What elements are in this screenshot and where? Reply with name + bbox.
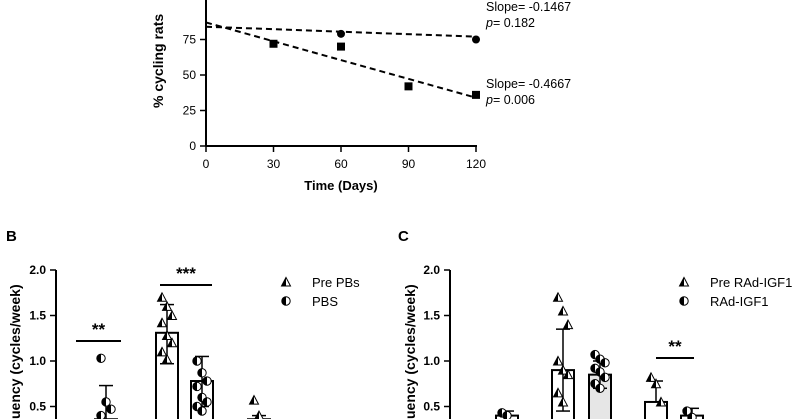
data-point-circle <box>192 381 202 392</box>
panel-c-bar: C uency (cycles/week) 2.0 1.5 1.0 0.5 ** Pr… <box>398 228 792 419</box>
legend-marker-triangle <box>280 276 292 287</box>
panel-a-scatter: % cycling rats Time (Days) 0 30 60 90 120 0 25… <box>150 0 571 193</box>
a-fit-line-2 <box>205 21 477 99</box>
data-point-circle <box>502 410 512 419</box>
data-point-circle <box>600 372 610 383</box>
data-point-triangle <box>645 371 657 382</box>
b-y-axis-label: uency (cycles/week) <box>7 284 23 419</box>
data-point-triangle <box>156 317 168 328</box>
a-x-tick-label: 120 <box>466 157 486 171</box>
significance-stars: *** <box>176 264 196 283</box>
a-x-axis-label: Time (Days) <box>304 178 377 193</box>
data-point-triangle <box>562 319 574 330</box>
data-point-triangle <box>562 369 574 380</box>
a-point-circle <box>337 29 345 38</box>
a-x-tick-label: 0 <box>203 157 210 171</box>
data-point-triangle <box>552 355 564 366</box>
data-point-circle <box>595 383 605 393</box>
data-point-circle <box>687 412 697 419</box>
panel-b-bar: B uency (cycles/week) 2.01.51.00.5 *****… <box>6 228 360 419</box>
y-tick-label: 0.5 <box>423 400 440 414</box>
a-y-tick-label: 0 <box>189 139 196 153</box>
legend-label: PBS <box>312 294 338 309</box>
y-tick-label: 2.0 <box>29 263 46 277</box>
data-point-triangle <box>161 300 173 311</box>
a-y-axis-label: % cycling rats <box>150 14 166 108</box>
data-point-triangle <box>557 396 569 407</box>
data-point-triangle <box>166 337 178 348</box>
data-point-triangle <box>248 394 260 405</box>
a-y-tick-label: 75 <box>183 33 197 47</box>
significance-stars: ** <box>668 337 682 356</box>
c-y-axis-label: uency (cycles/week) <box>402 284 418 419</box>
data-point-triangle <box>655 396 667 407</box>
data-point-circle <box>202 376 212 386</box>
data-point-triangle <box>557 364 569 375</box>
a-y-tick-label: 25 <box>183 104 197 118</box>
a-point-circle <box>472 35 480 44</box>
a-x-tick-label: 30 <box>267 157 281 171</box>
data-point-triangle <box>254 410 264 419</box>
data-point-circle <box>192 356 202 366</box>
a-x-tick-label: 60 <box>334 157 348 171</box>
legend-marker-triangle <box>678 276 690 287</box>
a-annotation-slope-1: Slope= -0.1467 <box>486 0 571 14</box>
panel-c-label: C <box>398 228 409 245</box>
a-point-square <box>337 42 345 51</box>
a-annotation-p-2: p= 0.006 <box>485 93 535 107</box>
y-tick-label: 2.0 <box>423 263 440 277</box>
a-x-tick-label: 90 <box>402 157 416 171</box>
y-tick-label: 0.5 <box>29 400 46 414</box>
legend-label: RAd-IGF1 <box>710 294 769 309</box>
a-y-tick-label: 50 <box>183 68 197 82</box>
panel-b-label: B <box>6 228 17 245</box>
legend-marker-circle <box>679 296 689 306</box>
data-point-triangle <box>552 291 564 302</box>
legend-label: Pre PBs <box>312 275 360 290</box>
data-point-circle <box>682 406 692 416</box>
data-point-triangle <box>557 305 569 316</box>
a-point-square <box>269 39 278 48</box>
a-annotation-p-1: p= 0.182 <box>485 16 535 30</box>
a-point-square <box>472 90 480 99</box>
data-point-triangle <box>552 387 564 398</box>
data-point-circle <box>101 397 111 407</box>
data-point-triangle <box>156 346 168 357</box>
data-point-triangle <box>161 353 173 364</box>
a-point-square <box>404 82 413 91</box>
data-point-circle <box>197 406 207 416</box>
y-tick-label: 1.0 <box>29 354 46 368</box>
data-point-circle <box>96 410 106 419</box>
data-point-circle <box>106 404 116 414</box>
y-tick-label: 1.0 <box>423 354 440 368</box>
y-tick-label: 1.5 <box>29 309 46 323</box>
data-point-circle <box>202 397 212 407</box>
data-point-triangle <box>650 378 662 389</box>
data-point-triangle <box>161 329 173 341</box>
legend-marker-circle <box>281 296 291 306</box>
data-point-circle <box>600 358 610 368</box>
data-point-circle <box>96 353 106 363</box>
data-point-circle <box>197 368 207 378</box>
significance-stars: ** <box>92 320 106 339</box>
data-point-triangle <box>156 291 168 302</box>
y-tick-label: 1.5 <box>423 309 440 323</box>
a-annotation-slope-2: Slope= -0.4667 <box>486 77 571 91</box>
data-point-triangle <box>166 309 178 320</box>
legend-label: Pre RAd-IGF1 <box>710 275 792 290</box>
data-point-circle <box>590 363 600 373</box>
